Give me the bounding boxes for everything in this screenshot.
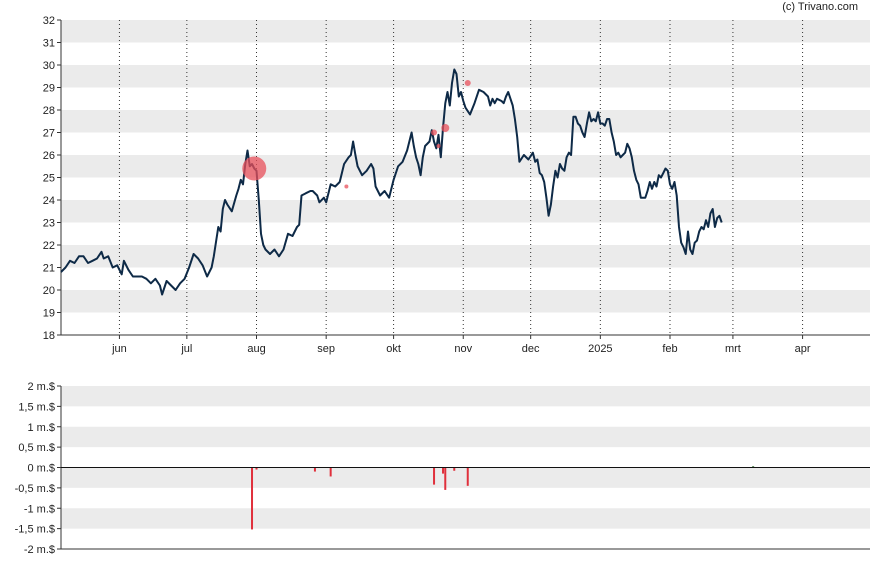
- y-tick-label: 19: [43, 308, 55, 320]
- y-tick-label: 28: [43, 105, 55, 117]
- price-grid-band: [61, 65, 870, 88]
- volume-y-tick-label: 2 m.$: [27, 381, 55, 393]
- y-tick-label: 24: [43, 195, 55, 207]
- price-line: [60, 68, 723, 296]
- price-grid-band: [61, 110, 870, 133]
- insider-volume-bar: [444, 467, 447, 490]
- insider-volume-bar: [433, 467, 436, 485]
- insider-volume-bar: [329, 467, 332, 477]
- volume-y-tick-label: 0,5 m.$: [18, 442, 55, 454]
- insider-event-marker: [436, 144, 441, 148]
- price-grid-band: [61, 290, 870, 313]
- y-tick-label: 23: [43, 218, 55, 230]
- price-grid-band: [61, 20, 870, 43]
- x-tick-label: dec: [522, 343, 540, 355]
- y-tick-label: 21: [43, 263, 55, 275]
- volume-y-tick-label: -1 m.$: [24, 503, 55, 515]
- insider-event-marker: [441, 124, 450, 132]
- volume-y-tick-label: 1 m.$: [27, 422, 55, 434]
- volume-grid-band: [61, 467, 870, 488]
- y-tick-label: 22: [43, 240, 55, 252]
- insider-volume-bar: [442, 467, 445, 474]
- price-panel: jun jul aug sep okt nov dec 2025 feb mrt apr181920…: [43, 15, 870, 355]
- price-grid-band: [61, 200, 870, 223]
- volume-y-tick-label: 1,5 m.$: [18, 401, 55, 413]
- insider-volume-bar: [313, 467, 316, 472]
- x-tick-label: nov: [454, 343, 472, 355]
- insider-event-marker: [464, 80, 471, 86]
- x-tick-label: sep: [317, 343, 335, 355]
- x-tick-label: apr: [795, 343, 811, 355]
- y-tick-label: 29: [43, 83, 55, 95]
- volume-grid-band: [61, 386, 870, 407]
- insider-volume-bar: [255, 467, 258, 470]
- volume-grid-band: [61, 508, 870, 529]
- insider-volume-bar: [453, 467, 456, 471]
- insider-event-marker: [344, 184, 349, 189]
- volume-y-tick-label: -0,5 m.$: [15, 483, 55, 495]
- insider-volume-bar: [752, 466, 755, 468]
- x-tick-label: mrt: [725, 343, 741, 355]
- x-tick-label: feb: [662, 343, 677, 355]
- x-tick-label: aug: [247, 343, 265, 355]
- y-tick-label: 31: [43, 38, 55, 50]
- insider-event-marker: [431, 129, 438, 136]
- x-tick-label: jun: [111, 343, 127, 355]
- volume-y-tick-label: -1,5 m.$: [15, 524, 55, 536]
- credit-label: (c) Trivano.com: [782, 1, 858, 13]
- y-tick-label: 18: [43, 330, 55, 342]
- y-tick-label: 20: [43, 285, 55, 297]
- insider-event-marker: [242, 156, 267, 181]
- y-tick-label: 26: [43, 150, 55, 162]
- insider-volume-bar: [251, 467, 254, 530]
- y-tick-label: 27: [43, 128, 55, 140]
- x-tick-label: 2025: [588, 343, 612, 355]
- y-tick-label: 32: [43, 15, 55, 27]
- price-grid-band: [61, 155, 870, 178]
- insider-volume-bar: [466, 467, 469, 486]
- x-tick-label: okt: [386, 343, 401, 355]
- volume-grid-band: [61, 426, 870, 448]
- insider-volume-panel: -2 m.$ -1,5 m.$ -1 m.$ -0,5 m.$ 0 m.$ 0,5 m.$…: [15, 381, 870, 556]
- price-grid-band: [61, 245, 870, 268]
- y-tick-label: 30: [43, 60, 55, 72]
- y-tick-label: 25: [43, 173, 55, 185]
- volume-y-tick-label: -2 m.$: [24, 544, 55, 556]
- x-tick-label: jul: [180, 343, 192, 355]
- volume-y-tick-label: 0 m.$: [27, 463, 55, 475]
